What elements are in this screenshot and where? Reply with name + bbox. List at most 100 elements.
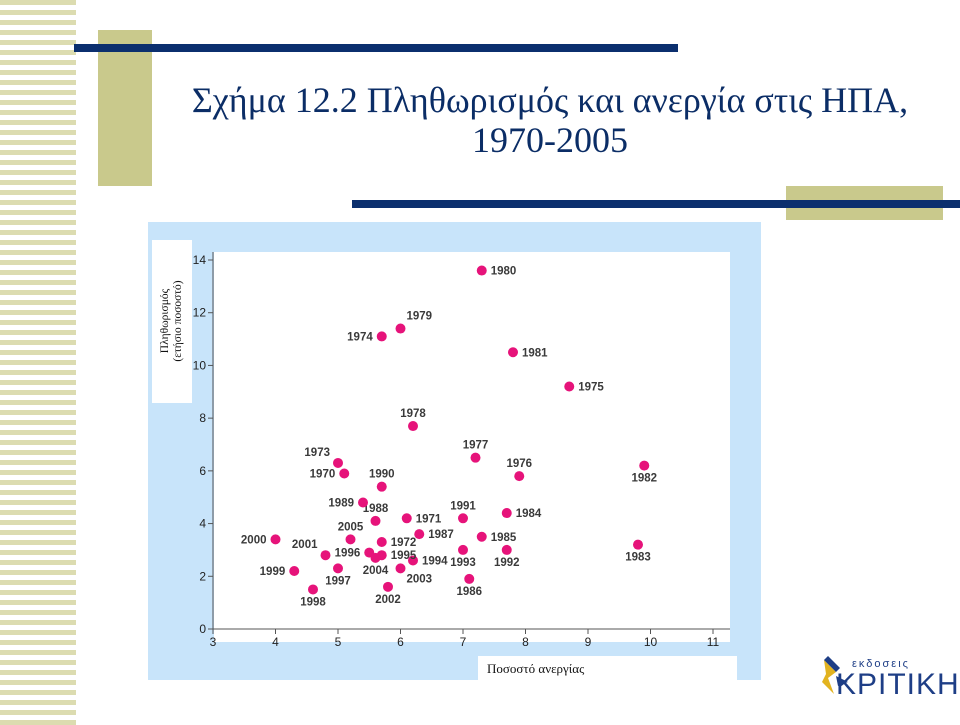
point-label: 1970 <box>310 468 336 480</box>
point-label: 1981 <box>522 347 548 359</box>
data-point <box>376 481 387 492</box>
x-tick-label: 4 <box>272 635 279 649</box>
point-label: 2001 <box>292 539 318 551</box>
data-point <box>395 563 406 574</box>
data-point <box>476 265 487 276</box>
y-tick-label: 0 <box>199 622 206 636</box>
data-point <box>408 421 418 432</box>
x-tick-label: 9 <box>585 635 592 649</box>
x-axis-label-box <box>478 656 737 680</box>
point-label: 1976 <box>506 458 532 470</box>
logo-small-text: εκδοσεις <box>852 658 910 670</box>
point-label: 1986 <box>456 586 482 598</box>
y-axis-label-box <box>152 240 192 403</box>
x-tick-label: 7 <box>460 635 467 649</box>
point-label: 1993 <box>450 557 476 569</box>
data-point <box>370 515 381 526</box>
point-label: 1997 <box>325 575 351 587</box>
point-label: 1972 <box>391 537 417 549</box>
point-label: 1998 <box>300 596 326 608</box>
data-point <box>289 566 300 577</box>
navy-rule-middle <box>352 200 960 208</box>
data-point <box>508 347 518 358</box>
y-tick-label: 6 <box>199 464 206 478</box>
point-label: 1987 <box>428 529 454 541</box>
data-point <box>376 537 387 548</box>
x-tick-label: 5 <box>335 635 342 649</box>
point-label: 1977 <box>463 440 489 452</box>
data-point <box>501 508 512 519</box>
point-label: 1988 <box>363 503 389 515</box>
slide-title: Σχήμα 12.2 Πληθωρισμός και ανεργία στις … <box>160 80 940 160</box>
data-point <box>395 323 406 334</box>
point-label: 1985 <box>491 532 517 544</box>
point-label: 2002 <box>375 594 401 606</box>
x-tick-label: 8 <box>522 635 529 649</box>
data-point <box>308 584 318 595</box>
data-point <box>345 534 356 545</box>
data-point <box>476 531 487 542</box>
slide-title-line1: Σχήμα 12.2 Πληθωρισμός και ανεργία στις … <box>191 80 909 120</box>
point-label: 1982 <box>631 473 657 485</box>
x-tick-label: 6 <box>397 635 404 649</box>
point-label: 2005 <box>338 521 364 533</box>
data-point <box>564 381 575 392</box>
data-point <box>383 581 393 592</box>
data-point <box>333 563 343 574</box>
chart-points: 1970 1971 1972 1973 1974 1975 1976 1977 1978 1979… <box>241 265 657 608</box>
data-point <box>501 544 512 555</box>
y-axis-label-line1: Πληθωρισμός <box>159 288 171 354</box>
point-label: 1979 <box>407 311 433 323</box>
point-label: 1974 <box>347 331 373 343</box>
point-label: 1984 <box>516 508 542 520</box>
data-point <box>376 331 387 342</box>
data-point <box>320 550 331 561</box>
data-point <box>408 555 418 566</box>
data-point <box>514 471 525 482</box>
y-tick-label: 2 <box>199 569 206 583</box>
data-point <box>414 529 425 540</box>
y-tick-label: 14 <box>193 253 207 267</box>
point-label: 2003 <box>407 573 433 585</box>
point-label: 1994 <box>422 555 448 567</box>
point-label: 1991 <box>450 500 476 512</box>
data-point <box>270 534 281 545</box>
point-label: 1999 <box>260 566 286 578</box>
y-tick-label: 4 <box>199 517 206 531</box>
data-point <box>639 460 650 471</box>
point-label: 1983 <box>625 552 651 564</box>
y-axis-label: Πληθωρισμός (ετήσιο ποσοστό) <box>159 280 185 361</box>
point-label: 2000 <box>241 534 267 546</box>
logo-emblem-icon <box>822 656 848 694</box>
y-tick-label: 8 <box>199 411 206 425</box>
point-label: 1995 <box>391 550 417 562</box>
striped-decoration <box>0 0 76 725</box>
point-label: 1978 <box>400 408 426 420</box>
logo-main-text: ΚΡΙΤΙΚΗ <box>836 668 960 701</box>
data-point <box>470 452 481 463</box>
navy-rule-top <box>74 44 678 52</box>
point-label: 1990 <box>369 469 395 481</box>
y-tick-label: 10 <box>193 358 207 372</box>
slide-title-line2: 1970-2005 <box>472 120 628 160</box>
point-label: 1980 <box>491 266 517 278</box>
data-point <box>401 513 412 524</box>
data-point <box>464 573 475 584</box>
chart-axes: 3 4 5 6 7 8 9 10 11 0 2 4 6 8 10 12 14 <box>193 252 730 649</box>
point-label: 1992 <box>494 557 520 569</box>
point-label: 1971 <box>416 513 442 525</box>
point-label: 2004 <box>363 565 389 577</box>
data-point <box>458 544 468 555</box>
publisher-logo <box>814 652 954 702</box>
data-point <box>370 552 381 563</box>
point-label: 1989 <box>328 497 354 509</box>
point-label: 1996 <box>335 548 361 560</box>
point-label: 1973 <box>304 447 330 459</box>
data-point <box>458 513 468 524</box>
olive-block-top <box>98 30 152 186</box>
x-tick-label: 10 <box>644 635 658 649</box>
y-tick-label: 12 <box>193 306 207 320</box>
x-tick-label: 11 <box>707 635 720 649</box>
x-tick-label: 3 <box>210 635 217 649</box>
